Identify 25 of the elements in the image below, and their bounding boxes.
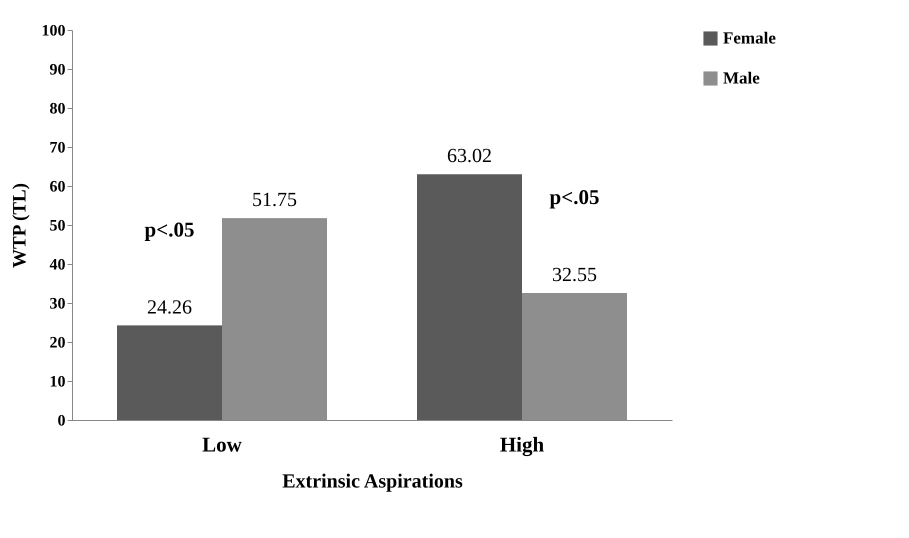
data-label: 24.26 [147,296,192,318]
data-label: 32.55 [552,264,597,286]
y-tick-label: 10 [50,374,66,390]
x-axis-title: Extrinsic Aspirations [282,470,464,492]
x-tick-label: High [500,432,544,456]
legend-label: Male [723,68,760,88]
legend-label: Female [723,28,776,48]
y-tick-label: 40 [50,256,66,274]
x-tick-label: Low [202,432,243,456]
y-tick-label: 100 [42,22,66,40]
y-tick-label: 80 [50,100,66,118]
y-tick-label: 90 [50,62,66,78]
y-tick-label: 20 [50,334,66,352]
bar [117,325,222,420]
y-tick-label: 30 [50,296,66,312]
bar [417,174,522,420]
annotation: p<.05 [144,217,194,242]
y-axis-title: WTP (TL) [10,183,30,268]
annotation: p<.05 [550,185,600,210]
y-tick-label: 0 [58,412,66,430]
data-label: 51.75 [252,189,297,212]
y-tick-label: 50 [50,218,66,234]
y-tick-label: 70 [50,140,66,156]
data-label: 63.02 [447,145,492,168]
y-tick-label: 60 [50,178,66,196]
